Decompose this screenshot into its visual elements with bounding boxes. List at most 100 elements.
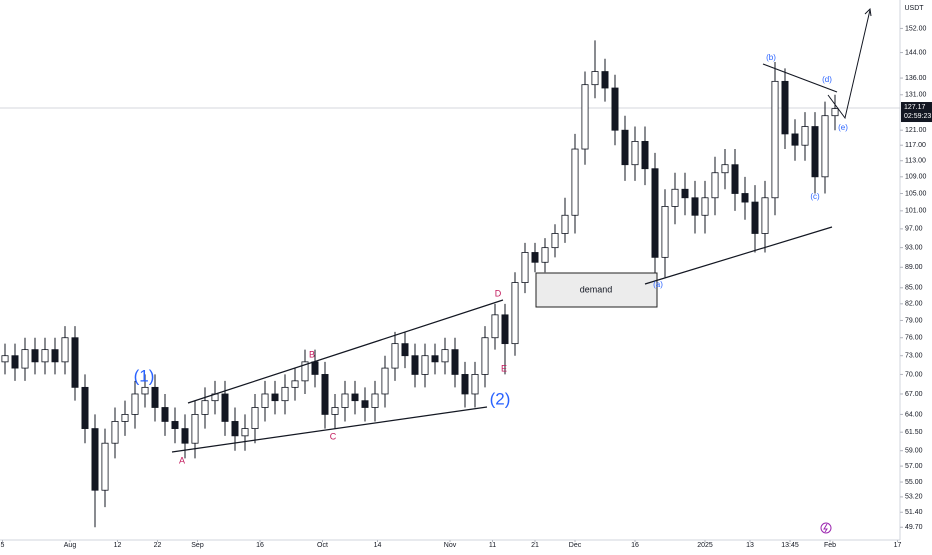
candle-body [461,374,469,395]
candle-body [291,380,299,388]
candle-body [731,164,739,194]
candle-body [251,407,259,429]
last-price-label: 127.17 [904,104,926,111]
x-tick-label: 12 [114,542,122,549]
candle-body [501,314,509,345]
candle-body [51,349,59,363]
wave-label: (1) [134,366,155,385]
y-tick-label: 76.00 [905,335,923,342]
wave-label: B [309,349,315,359]
candle-body [671,188,679,207]
candle-body [361,400,369,408]
currency-label: USDT [904,5,924,12]
candle-body [661,206,669,258]
candle-body [821,115,829,178]
trend-line [171,406,488,453]
candle-body [81,386,89,429]
candle-body [1,355,9,363]
y-tick-label: 67.00 [905,391,923,398]
x-tick-label: Aug [64,542,77,549]
candle-body [161,407,169,422]
candle-body [581,84,589,150]
candle-body [511,282,519,345]
y-tick-label: 51.40 [905,509,923,516]
x-tick-label: 14 [374,542,382,549]
candle-body [121,414,129,422]
wave-label: (2) [490,389,511,408]
trend-line [187,299,504,404]
candle-body [591,71,599,86]
y-tick-label: 101.00 [905,208,927,215]
x-tick-label: 2025 [697,542,713,549]
candle-body [321,374,329,415]
candle-body [201,400,209,415]
candle-body [651,168,659,258]
candle-body [151,386,159,408]
demand-zone [535,272,658,308]
candle-body [751,201,759,234]
candle-body [141,386,149,395]
y-tick-label: 70.00 [905,371,923,378]
wave-label: (d) [822,75,832,84]
candle-body [11,355,19,369]
wave-label: (a) [653,280,663,289]
y-tick-label: 121.00 [905,127,927,134]
y-tick-label: 64.00 [905,411,923,418]
candle-body [261,393,269,408]
y-tick-label: 73.00 [905,353,923,360]
candle-body [721,164,729,174]
candle-body [801,126,809,146]
y-tick-label: 105.00 [905,190,927,197]
wave-label: E [501,363,507,373]
candle-body [341,393,349,408]
candle-body [621,129,629,166]
candle-body [191,414,199,444]
x-tick-label: 17 [894,542,902,549]
candle-body [41,349,49,363]
candle-body [171,421,179,429]
candle-body [301,361,309,382]
y-tick-label: 55.00 [905,479,923,486]
wave-label: C [330,431,337,441]
candle-body [701,197,709,216]
trend-line [644,226,833,285]
x-tick-label: 16 [256,542,264,549]
alert-icon[interactable] [820,522,832,534]
y-tick-label: 152.00 [905,25,927,32]
candles [1,40,839,528]
candle-body [741,193,749,203]
candle-body [541,247,549,263]
candle-body [71,337,79,388]
candle-body [221,393,229,422]
candle-body [21,349,29,369]
y-tick-label: 57.00 [905,463,923,470]
candle-body [181,428,189,444]
y-tick-label: 49.70 [905,524,923,531]
candle-body [421,355,429,375]
candle-body [381,367,389,395]
demand-label: demand [580,284,613,294]
x-tick-label: 5 [1,542,5,549]
y-tick-label: 61.50 [905,429,923,436]
y-tick-label: 136.00 [905,75,927,82]
candle-body [531,252,539,263]
x-tick-label: 22 [154,542,162,549]
projection-path [827,9,871,120]
candle-body [391,343,399,369]
wave-label: D [495,288,502,298]
arrow-head [864,7,872,17]
candle-body [61,337,69,363]
wave-label: A [179,455,185,465]
candle-body [681,188,689,199]
y-tick-label: 144.00 [905,49,927,56]
candle-body [551,233,559,249]
candle-body [131,393,139,415]
trend-line [762,63,838,93]
y-tick-label: 117.00 [905,142,926,149]
x-tick-label: Nov [444,542,457,549]
candle-body [441,349,449,363]
candle-body [91,428,99,491]
y-tick-label: 82.00 [905,301,923,308]
y-tick-label: 89.00 [905,264,923,271]
